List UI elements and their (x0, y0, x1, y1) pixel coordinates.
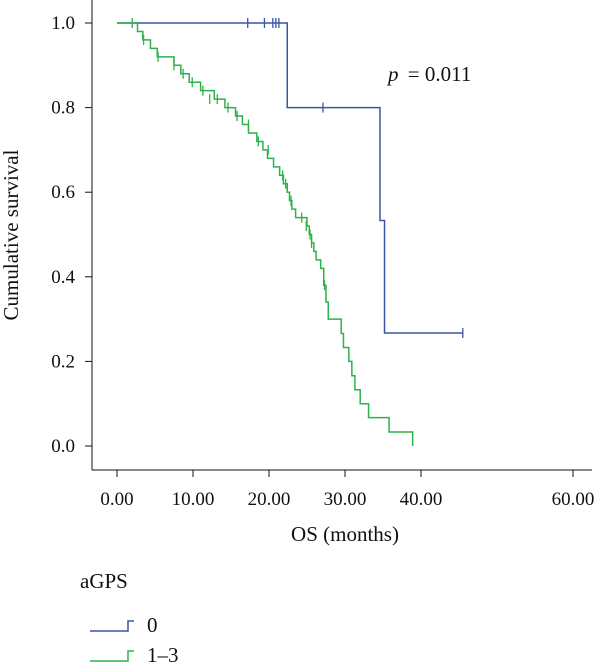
series-0-curve (117, 22, 463, 334)
legend: aGPS 0 1–3 (80, 569, 179, 667)
x-tick-label: 20.00 (248, 489, 291, 510)
legend-label-1: 1–3 (147, 643, 179, 667)
y-ticks: 0.0 0.2 0.4 0.6 0.8 1.0 (51, 13, 92, 457)
p-value-annotation: p = 0.011 (386, 62, 471, 86)
legend-label-0: 0 (147, 613, 158, 637)
x-tick-label: 40.00 (400, 489, 443, 510)
x-ticks: 0.00 10.00 20.00 30.00 40.00 60.00 (100, 470, 594, 510)
x-tick-label: 0.00 (100, 489, 133, 510)
y-tick-label: 0.6 (51, 182, 75, 203)
series-1-curve (117, 22, 414, 446)
legend-swatch-0 (90, 620, 134, 632)
p-symbol: p (386, 62, 399, 86)
y-tick-label: 0.8 (51, 98, 75, 119)
series-layer (117, 18, 464, 446)
series-1 (117, 18, 414, 446)
legend-title: aGPS (80, 569, 128, 593)
x-axis-label: OS (months) (291, 522, 399, 546)
y-tick-label: 1.0 (51, 13, 75, 34)
plot-area: 0.00 10.00 20.00 30.00 40.00 60.00 0.00.20.40… (51, 0, 594, 510)
y-axis-label: Cumulative survival (0, 149, 23, 320)
legend-item-0: 0 (90, 613, 158, 637)
x-tick-label: 30.00 (324, 489, 367, 510)
y-tick-label: 0.0 (51, 436, 75, 457)
legend-item-1: 1–3 (90, 643, 179, 667)
series-0 (117, 18, 464, 339)
p-value-text: = 0.011 (408, 62, 472, 86)
legend-swatch-1 (90, 650, 134, 662)
x-tick-label: 10.00 (172, 489, 215, 510)
x-tick-label: 60.00 (552, 489, 595, 510)
y-tick-label: 0.4 (51, 267, 75, 288)
y-tick-label: 0.2 (51, 351, 75, 372)
